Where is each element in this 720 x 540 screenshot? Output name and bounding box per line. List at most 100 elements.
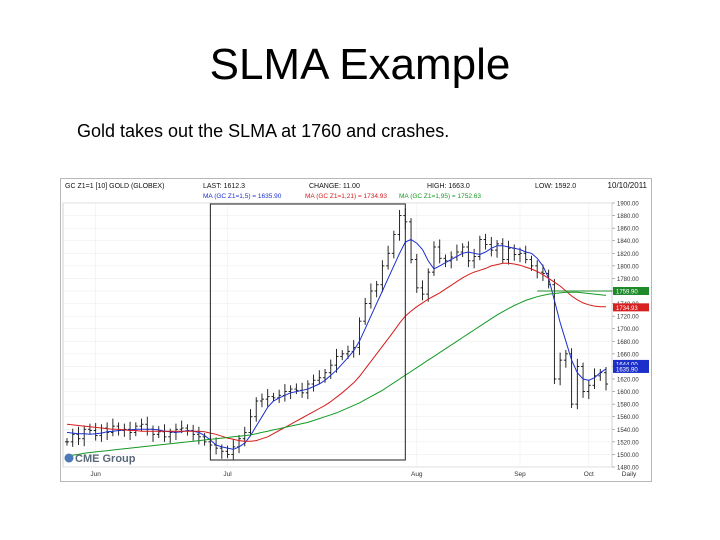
x-tick-label: Sep — [514, 471, 526, 478]
y-tick-label: 1800.00 — [617, 264, 639, 270]
price-bar — [311, 374, 316, 392]
price-tag-box — [613, 303, 649, 312]
price-bar — [82, 425, 87, 447]
price-bar — [288, 385, 293, 400]
plot-area — [62, 202, 613, 468]
y-axis: 1480.00 1500.00 1520.00 1540.00 1560.00 1580.… — [612, 202, 639, 472]
slide-title: SLMA Example — [209, 40, 511, 89]
y-tick-label: 1600.00 — [617, 390, 639, 396]
y-tick-label: 1560.00 — [617, 415, 639, 421]
y-tick-label: 1660.00 — [617, 352, 639, 358]
price-bar — [70, 428, 75, 447]
y-tick-label: 1500.00 — [617, 453, 639, 459]
legend-ma21: MA (GC Z1=1,21) = 1734.93 — [305, 193, 387, 200]
price-bar — [414, 253, 419, 293]
price-bar — [248, 409, 253, 437]
x-axis: Jun Jul Aug Sep Oct Daily — [90, 471, 637, 478]
ma-line-3 — [66, 291, 607, 457]
header-date: 10/10/2011 — [608, 181, 648, 190]
price-bar — [529, 255, 534, 271]
price-bar — [363, 297, 368, 325]
price-bar — [87, 423, 92, 435]
price-tag: 1635.90 — [613, 364, 649, 374]
price-tag-label: 1759.90 — [616, 290, 638, 296]
watermark-text: CME Group — [75, 453, 136, 465]
price-bar — [443, 254, 448, 268]
price-bar — [581, 362, 586, 398]
price-bar — [294, 383, 299, 395]
price-tag-label: 1734.93 — [616, 306, 638, 312]
price-bar — [477, 235, 482, 261]
price-bar — [586, 379, 591, 400]
price-bar — [563, 350, 568, 368]
price-bar — [317, 370, 322, 385]
price-bar — [431, 241, 436, 276]
price-bar — [495, 240, 500, 258]
price-bar — [426, 268, 431, 302]
price-bar — [265, 389, 270, 407]
price-bar — [156, 426, 161, 439]
price-tag-box — [613, 364, 649, 373]
header-last: LAST: 1612.3 — [203, 183, 245, 190]
highlight-box — [209, 203, 406, 461]
x-tick-label: Jul — [223, 471, 232, 478]
chart-svg: GC Z1=1 [10] GOLD (GLOBEX) LAST: 1612.3 … — [62, 181, 649, 478]
ma-line-2 — [66, 262, 606, 442]
price-bar — [334, 348, 339, 373]
price-bar — [604, 367, 608, 391]
y-tick-label: 1620.00 — [617, 378, 639, 384]
y-tick-label: 1720.00 — [617, 315, 639, 321]
moving-average-lines — [66, 238, 607, 457]
price-bar — [254, 397, 259, 422]
price-tag-box — [613, 359, 649, 368]
legend-ma95: MA (GC Z1=1,95) = 1752.63 — [399, 193, 481, 200]
price-bar — [196, 426, 201, 445]
header-low: LOW: 1592.0 — [535, 183, 576, 190]
price-bar — [93, 423, 98, 441]
price-bar — [540, 264, 545, 281]
price-tag-label: 1635.90 — [616, 368, 638, 374]
y-tick-label: 1520.00 — [617, 440, 639, 446]
x-tick-label: Oct — [584, 471, 594, 478]
price-bar — [420, 280, 425, 301]
y-tick-label: 1880.00 — [617, 214, 639, 220]
price-bar — [374, 280, 379, 298]
price-bar — [380, 260, 385, 293]
y-tick-label: 1840.00 — [617, 239, 639, 245]
price-bar — [409, 218, 414, 264]
header-change: CHANGE: 11.00 — [309, 183, 360, 190]
gold-price-chart: GC Z1=1 [10] GOLD (GLOBEX) LAST: 1612.3 … — [60, 178, 652, 482]
y-tick-label: 1860.00 — [617, 227, 639, 233]
y-tick-label: 1540.00 — [617, 428, 639, 434]
price-bar — [397, 209, 402, 241]
slide-caption: Gold takes out the SLMA at 1760 and cras… — [77, 121, 450, 141]
overlay — [209, 203, 612, 461]
price-bar — [162, 424, 167, 442]
y-tick-label: 1780.00 — [617, 277, 639, 283]
price-bar — [506, 240, 511, 265]
price-bar — [460, 243, 465, 258]
x-tick-label: Jun — [90, 471, 101, 478]
price-bar — [305, 380, 310, 400]
price-bar — [368, 283, 373, 309]
price-bar — [110, 418, 115, 437]
cme-group-logo: CME Group — [64, 453, 136, 465]
price-bar — [523, 245, 528, 264]
price-bar — [65, 438, 69, 446]
price-tag-box — [613, 287, 649, 295]
y-tick-label: 1700.00 — [617, 327, 639, 333]
price-bar — [386, 245, 391, 270]
ma-line-1 — [66, 238, 607, 450]
header-symbol: GC Z1=1 [10] GOLD (GLOBEX) — [65, 183, 164, 190]
price-bar — [391, 230, 396, 259]
x-tick-label: Aug — [411, 471, 423, 478]
legend-ma5: MA (GC Z1=1,5) = 1635.90 — [203, 193, 282, 200]
price-bar — [466, 241, 471, 268]
y-tick-label: 1680.00 — [617, 340, 639, 346]
y-tick-label: 1900.00 — [617, 202, 639, 208]
price-bar — [552, 279, 557, 385]
y-tick-label: 1480.00 — [617, 466, 639, 472]
price-bar — [472, 248, 477, 269]
price-tag: 1734.93 — [613, 303, 649, 312]
